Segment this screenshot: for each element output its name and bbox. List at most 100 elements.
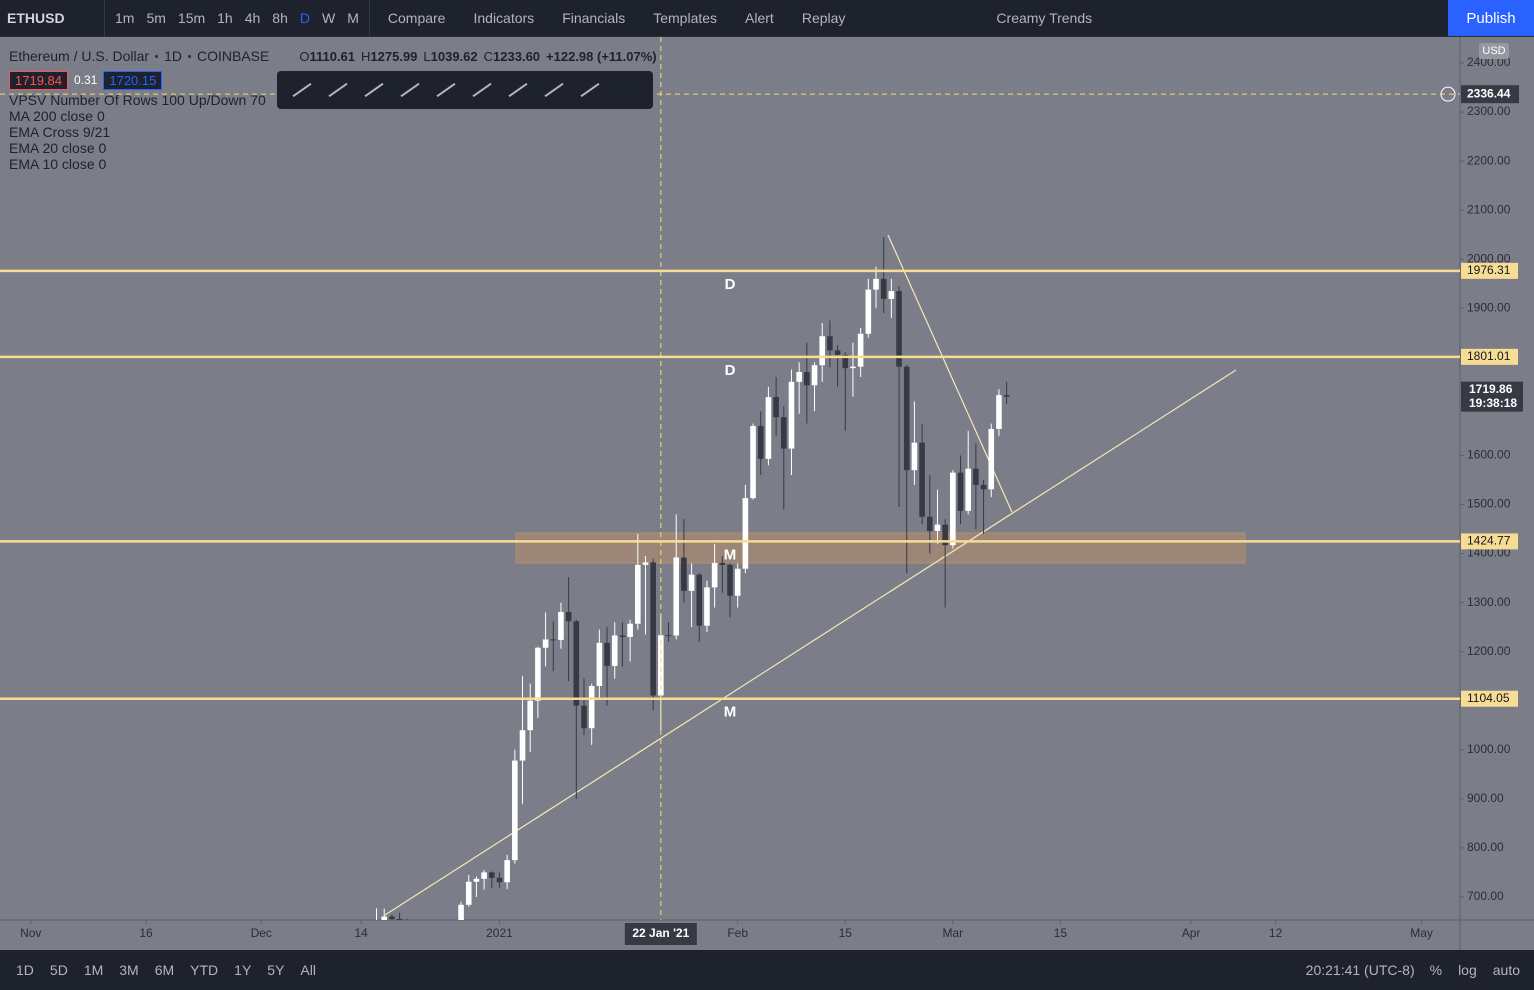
interval[interactable]: W xyxy=(322,10,336,26)
layout-name[interactable]: Creamy Trends xyxy=(996,10,1093,26)
interval[interactable]: 15m xyxy=(177,10,206,26)
toolbar-button[interactable]: Alert xyxy=(745,10,774,26)
series-header: Ethereum / U.S. Dollar 1D COINBASE O1110… xyxy=(9,44,657,68)
range[interactable]: 1Y xyxy=(234,962,252,978)
candle-body xyxy=(903,366,910,471)
candle-body xyxy=(742,498,749,569)
interval[interactable]: 4h xyxy=(244,10,261,26)
y-tick-label: 2100.00 xyxy=(1467,202,1511,216)
spread: 0.31 xyxy=(74,73,98,87)
range[interactable]: 5Y xyxy=(267,962,285,978)
x-tick-label: Apr xyxy=(1182,926,1201,940)
candle-body xyxy=(504,860,510,883)
range[interactable]: 5D xyxy=(49,962,68,978)
interval[interactable]: 1h xyxy=(217,10,233,26)
ohlc-item: O1110.61 xyxy=(299,49,355,64)
ranges: 1D 5D 1M 3M 6M YTD 1Y 5Y All xyxy=(0,962,324,978)
candle-body xyxy=(804,372,810,386)
crosshair-y-bg xyxy=(1461,85,1519,104)
indicator[interactable]: EMA Cross 9/21 xyxy=(9,124,111,140)
candle-body xyxy=(389,916,395,920)
drawing-toolbar xyxy=(277,71,653,109)
toolbar-button[interactable]: Templates xyxy=(653,10,718,26)
candle-body xyxy=(850,366,856,369)
range[interactable]: YTD xyxy=(190,962,219,978)
scale-option[interactable]: % xyxy=(1429,962,1443,978)
chart-background xyxy=(0,37,1534,950)
y-tick-label: 800.00 xyxy=(1467,840,1504,854)
x-tick-label: Feb xyxy=(727,926,748,940)
range[interactable]: 6M xyxy=(154,962,175,978)
zone xyxy=(515,532,1246,564)
x-tick-label: 15 xyxy=(839,926,853,940)
candle-body xyxy=(711,562,718,588)
range[interactable]: 1M xyxy=(83,962,104,978)
interval[interactable]: 5m xyxy=(146,10,166,26)
x-tick-label: Dec xyxy=(251,926,272,940)
last-price: 1719.86 xyxy=(1469,382,1513,396)
range[interactable]: All xyxy=(300,962,316,978)
indicator[interactable]: VPSV Number Of Rows 100 Up/Down 70 xyxy=(9,92,266,108)
candle-body xyxy=(558,611,564,640)
y-tick-label: 900.00 xyxy=(1467,791,1504,805)
legend: Ethereum / U.S. Dollar 1D COINBASE O1110… xyxy=(9,44,657,172)
y-tick-label: 2000.00 xyxy=(1467,251,1511,265)
y-tick-label: 2200.00 xyxy=(1467,153,1511,167)
toolbar-button[interactable]: Compare xyxy=(387,10,446,26)
toolbar-button[interactable]: Indicators xyxy=(473,10,535,26)
candle-body xyxy=(458,904,464,920)
ask[interactable]: 1720.15 xyxy=(103,70,163,90)
interval[interactable]: 1m xyxy=(115,10,135,26)
candle-body xyxy=(811,365,818,386)
toolbar-buttons: Compare Indicators Financials Templates Aler… xyxy=(374,10,860,26)
ohlc-key: C xyxy=(483,48,494,64)
countdown: 19:38:18 xyxy=(1469,396,1517,410)
candle-body xyxy=(542,639,549,648)
candle-body xyxy=(926,516,933,531)
range[interactable]: 3M xyxy=(119,962,139,978)
scale-option[interactable]: auto xyxy=(1492,962,1520,978)
ohlc-item: C1233.60 xyxy=(484,49,540,64)
candle-body xyxy=(896,291,902,367)
y-tick-label: 1900.00 xyxy=(1467,300,1511,314)
candle-body xyxy=(773,397,779,418)
y-tick-label: 1200.00 xyxy=(1467,644,1511,658)
currency: USD xyxy=(1482,45,1505,57)
interval[interactable]: M xyxy=(347,10,359,26)
toolbar-button[interactable]: Financials xyxy=(562,10,626,26)
candle-body xyxy=(750,426,756,499)
candle-body xyxy=(696,574,703,626)
publish-button[interactable]: Publish xyxy=(1448,0,1534,36)
candle-body xyxy=(796,372,802,382)
indicator[interactable]: EMA 20 close 0 xyxy=(9,140,107,156)
x-tick-label: Mar xyxy=(943,926,964,940)
ohlc-item: H1275.99 xyxy=(361,49,417,64)
candle-body xyxy=(842,354,849,369)
indicator[interactable]: EMA 10 close 0 xyxy=(9,156,107,172)
indicator[interactable]: MA 200 close 0 xyxy=(9,108,105,124)
interval[interactable]: D xyxy=(299,10,310,26)
quote: 1719.84 0.31 1720.15 xyxy=(9,68,657,92)
top-toolbar: ETHUSD 1m 5m 15m 1h 4h 8h D W M Compare Indicator… xyxy=(0,0,1534,37)
clock: 20:21:41 (UTC-8) xyxy=(1305,962,1415,978)
level-label-bg xyxy=(1461,348,1518,365)
crosshair-plus xyxy=(1440,86,1456,102)
interval[interactable]: 8h xyxy=(272,10,288,26)
ohlc-key: H xyxy=(361,48,371,64)
candle-body xyxy=(704,587,710,626)
series-exchange: COINBASE xyxy=(196,48,270,64)
crosshair-x-bg xyxy=(624,923,697,945)
candle-body xyxy=(581,705,587,729)
toolbar-button[interactable]: Replay xyxy=(801,10,846,26)
candle-body xyxy=(688,574,695,591)
candle-body xyxy=(827,336,833,351)
x-tick-label: Nov xyxy=(20,926,41,940)
candle-body xyxy=(496,877,503,883)
scale-option[interactable]: log xyxy=(1458,962,1477,978)
bid[interactable]: 1719.84 xyxy=(9,70,68,90)
symbol[interactable]: ETHUSD xyxy=(7,10,65,26)
y-tick-label: 1500.00 xyxy=(1467,497,1511,511)
candle-body xyxy=(512,760,518,861)
range[interactable]: 1D xyxy=(16,962,34,978)
candle-body xyxy=(973,468,979,485)
